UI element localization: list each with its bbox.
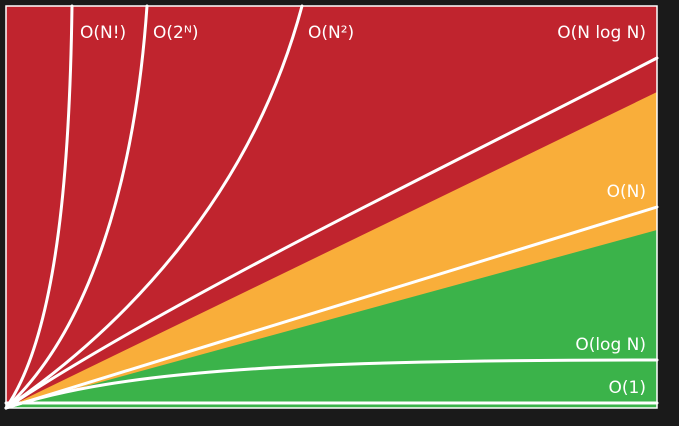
regions-layer bbox=[6, 6, 657, 408]
curve-nlogn bbox=[4, 56, 659, 410]
curves-layer bbox=[4, 4, 659, 410]
label-exponential: O(2ᴺ) bbox=[153, 23, 198, 43]
curve-factorial bbox=[4, 4, 74, 410]
label-quadratic: O(N²) bbox=[308, 23, 354, 43]
label-linear: O(N) bbox=[607, 182, 646, 202]
region-good bbox=[6, 230, 657, 408]
plot-frame bbox=[5, 5, 658, 409]
label-factorial: O(N!) bbox=[80, 23, 126, 43]
curve-linear bbox=[4, 205, 659, 410]
label-constant: O(1) bbox=[609, 378, 646, 398]
label-log: O(log N) bbox=[575, 335, 646, 355]
curve-exponential bbox=[4, 4, 149, 410]
labels-layer: O(N!) O(2ᴺ) O(N²) O(N log N) O(N) O(log N) O(1… bbox=[80, 23, 646, 398]
label-nlogn: O(N log N) bbox=[557, 23, 646, 43]
curve-log bbox=[4, 358, 659, 410]
curve-quadratic bbox=[4, 4, 304, 410]
